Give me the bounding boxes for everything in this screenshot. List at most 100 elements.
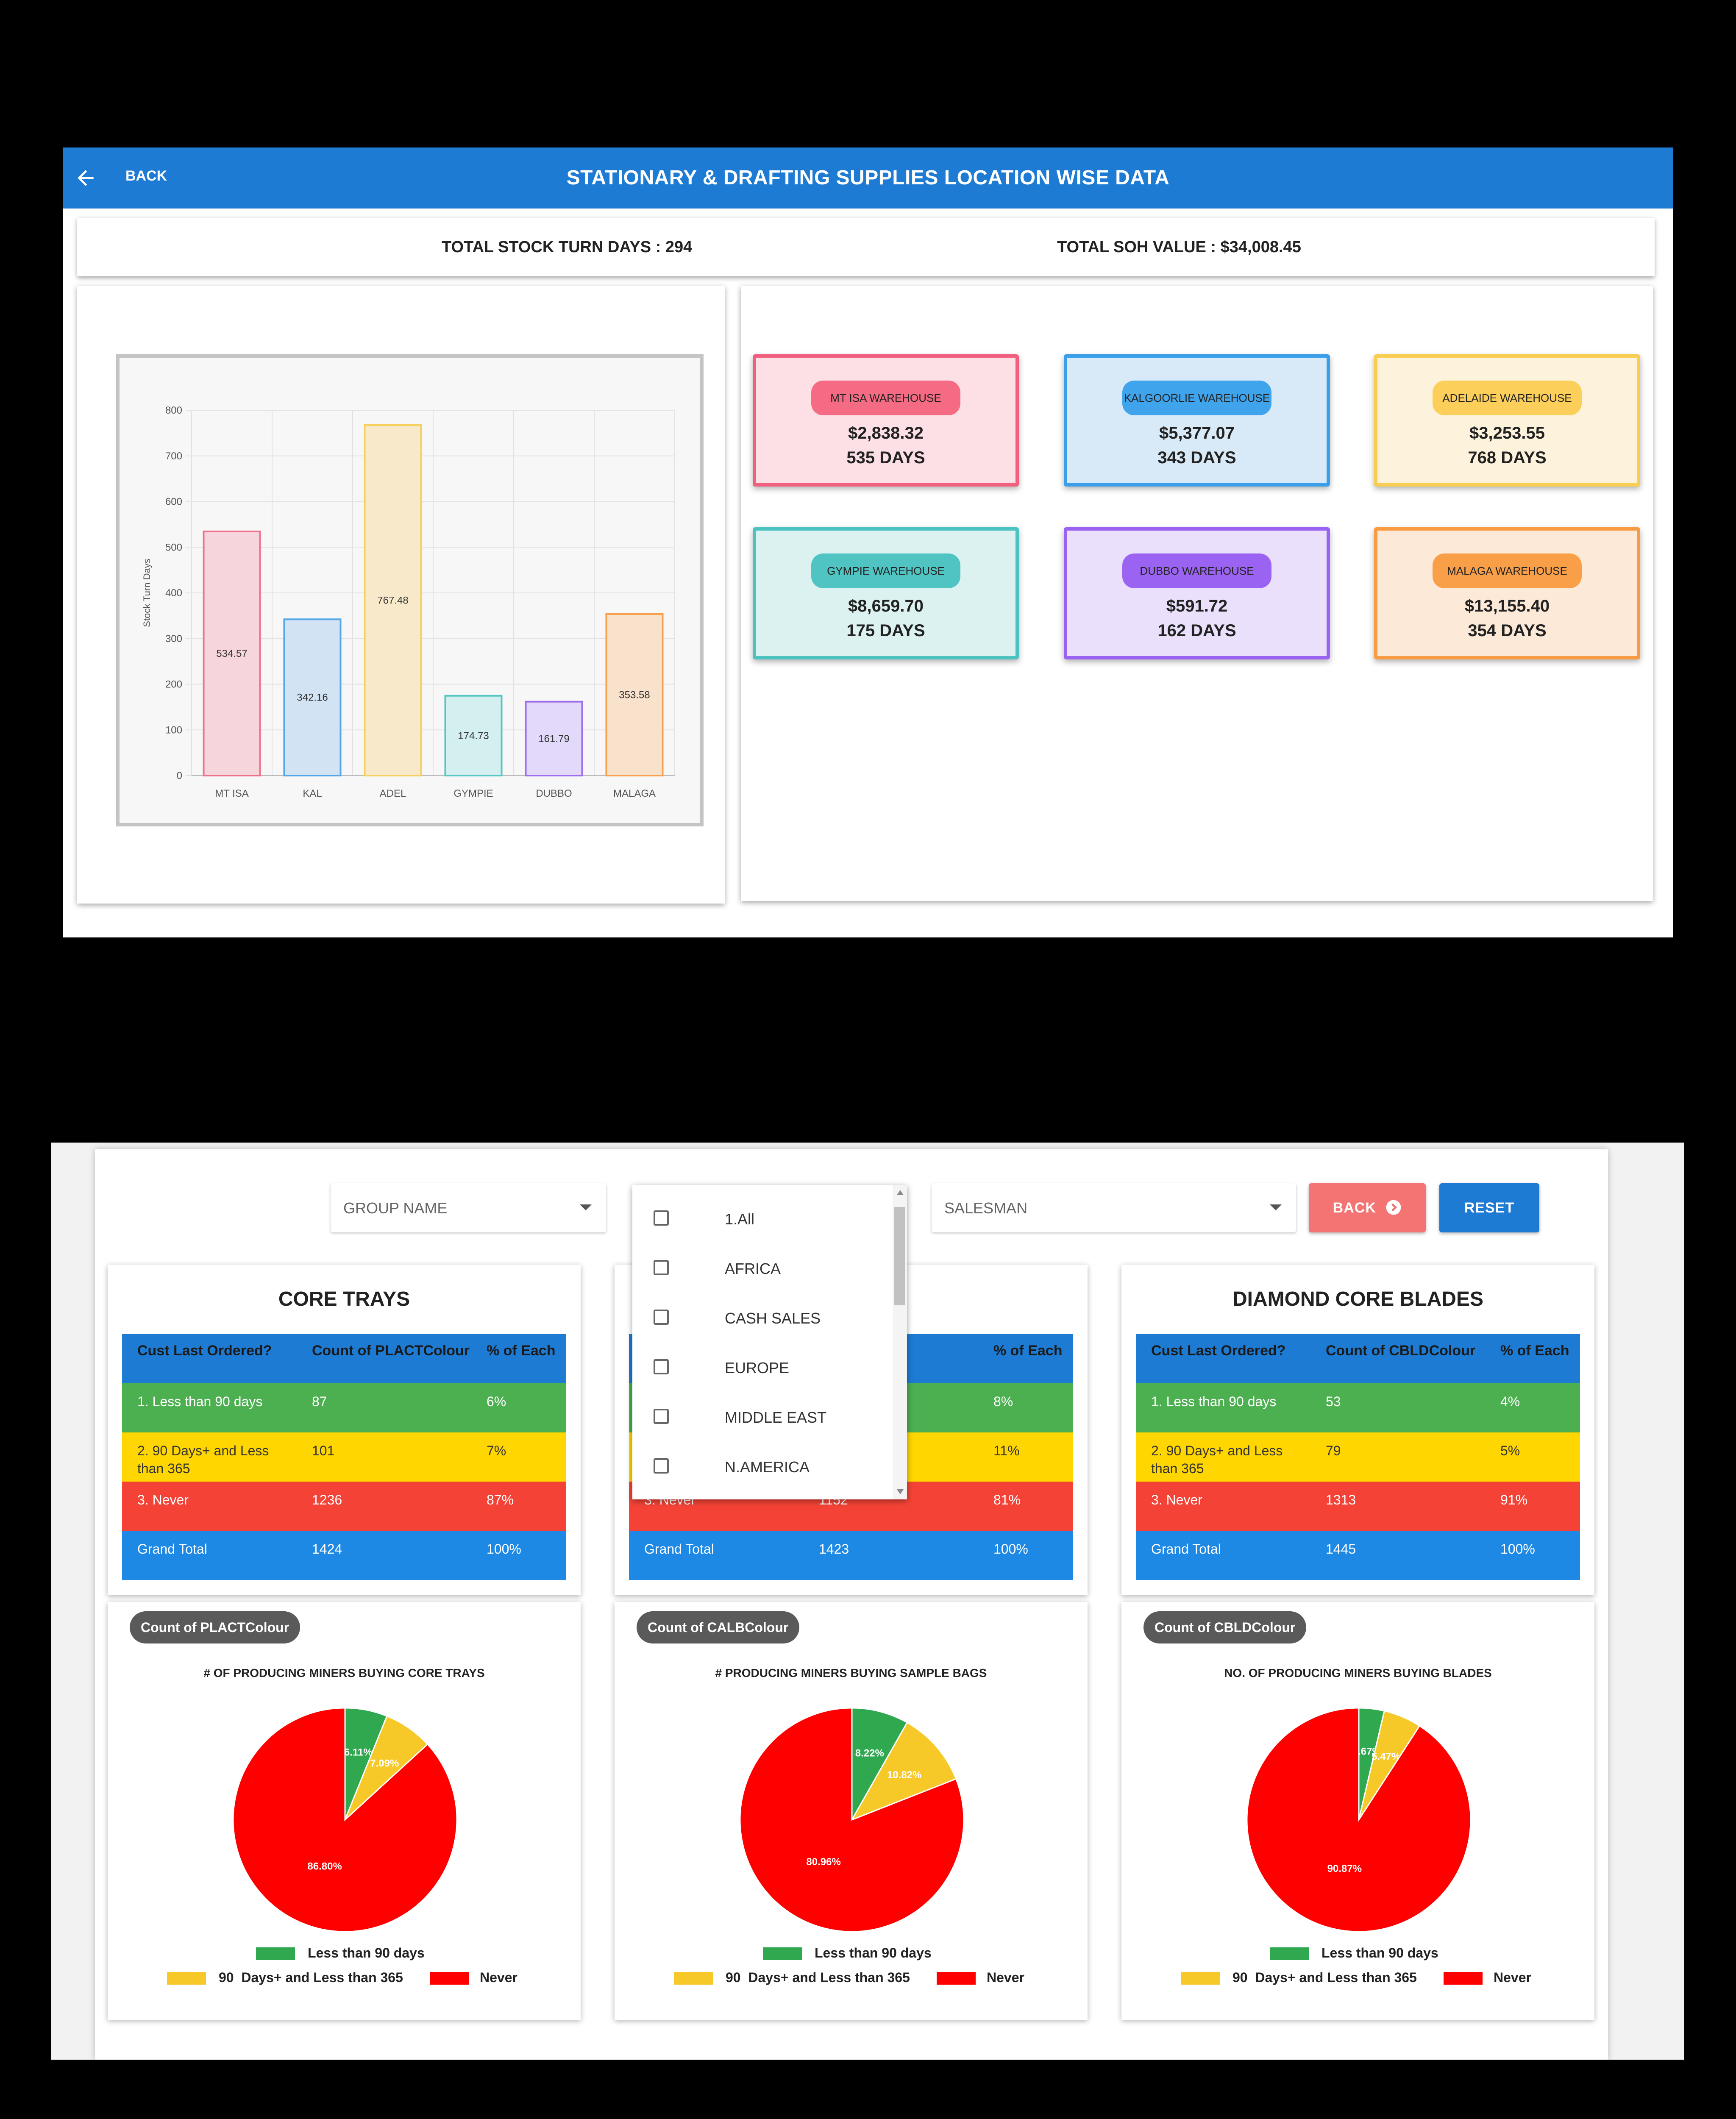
card-title: DIAMOND CORE BLADES <box>1232 1288 1483 1310</box>
legend-swatch <box>674 1972 713 1985</box>
checkbox[interactable] <box>654 1310 669 1325</box>
table-cell: 3. Never <box>137 1492 189 1507</box>
pie-slice[interactable] <box>344 1715 428 1821</box>
warehouse-amount: $5,377.07 <box>1159 424 1235 442</box>
bar-value-label: 534.57 <box>216 648 247 659</box>
y-tick-label: 600 <box>165 496 182 508</box>
x-tick-label: GYMPIE <box>453 788 493 799</box>
bar-value-label: 161.79 <box>538 733 569 745</box>
bar-value-label: 353.58 <box>619 690 650 701</box>
bar-malaga[interactable] <box>605 613 664 777</box>
legend-label: 90 Days+ and Less than 365 <box>726 1970 910 1985</box>
table-cell: 6% <box>487 1394 506 1409</box>
count-badge: Count of CBLDColour <box>1143 1611 1307 1643</box>
table-cell: 2. 90 Days+ and Less than 365 <box>1151 1443 1283 1476</box>
checkbox[interactable] <box>654 1210 669 1226</box>
legend-swatch <box>937 1972 976 1985</box>
bar-value-label: 767.48 <box>377 595 408 606</box>
warehouse-days: 162 DAYS <box>1157 621 1236 640</box>
location-wise-screen: BACK STATIONARY & DRAFTING SUPPLIES LOCA… <box>63 147 1673 937</box>
scrollbar-thumb[interactable] <box>894 1207 905 1305</box>
table-cell: Grand Total <box>1151 1541 1221 1557</box>
table-row: 2. 90 Days+ and Less than 365 101 7% <box>122 1432 566 1482</box>
y-tick-label: 100 <box>165 724 182 736</box>
pie-chart-card: Count of CBLDColour NO. OF PRODUCING MINE… <box>1121 1602 1594 2020</box>
table-cell: 81% <box>993 1492 1021 1507</box>
back-arrow-icon[interactable] <box>74 166 97 190</box>
warehouse-card[interactable]: MALAGA WAREHOUSE $13,155.40 354 DAYS <box>1374 527 1640 659</box>
pie-slice[interactable] <box>851 1707 908 1822</box>
legend-swatch <box>430 1972 469 1985</box>
warehouse-amount: $2,838.32 <box>848 424 924 442</box>
pie-slice-label: 10.82% <box>887 1769 921 1781</box>
y-axis-title: Stock Turn Days <box>142 559 152 627</box>
app-bar: BACK STATIONARY & DRAFTING SUPPLIES LOCA… <box>63 147 1673 209</box>
pie-slice[interactable] <box>850 1721 957 1821</box>
region-dropdown-menu[interactable]: 1.All AFRICA CASH SALES EUROPE MIDDLE EAST N.… <box>632 1185 907 1499</box>
pie-slice-label: 86.80% <box>307 1861 342 1872</box>
table-cell: 91% <box>1500 1492 1528 1507</box>
warehouse-card[interactable]: DUBBO WAREHOUSE $591.72 162 DAYS <box>1064 527 1330 659</box>
pie-title: # PRODUCING MINERS BUYING SAMPLE BAGS <box>715 1666 987 1680</box>
salesman-select[interactable]: SALESMAN <box>932 1183 1296 1232</box>
table-cell: 100% <box>487 1541 521 1557</box>
checkbox[interactable] <box>654 1260 669 1275</box>
warehouse-card[interactable]: ADELAIDE WAREHOUSE $3,253.55 768 DAYS <box>1374 354 1640 487</box>
warehouse-name-pill: DUBBO WAREHOUSE <box>1122 553 1271 588</box>
back-link[interactable]: BACK <box>125 168 167 184</box>
table-cell: 11% <box>993 1443 1020 1458</box>
pie-slice[interactable] <box>739 1707 965 1933</box>
bar-kal[interactable] <box>283 618 342 776</box>
back-button-label: BACK <box>1333 1200 1376 1216</box>
table-cell: 1423 <box>819 1541 849 1557</box>
x-tick-label: ADEL <box>380 788 406 799</box>
y-tick-label: 800 <box>165 405 182 416</box>
chevron-down-icon <box>1270 1204 1282 1210</box>
checkbox[interactable] <box>654 1359 669 1374</box>
back-button[interactable]: BACK <box>1309 1183 1426 1232</box>
dropdown-option[interactable]: EUROPE <box>654 1356 891 1381</box>
warehouse-amount: $3,253.55 <box>1469 424 1545 442</box>
pie-slice[interactable] <box>232 1707 458 1933</box>
warehouse-card[interactable]: GYMPIE WAREHOUSE $8,659.70 175 DAYS <box>753 527 1019 659</box>
table-row: 3. Never 1313 91% <box>1136 1482 1580 1531</box>
dropdown-option[interactable]: CASH SALES <box>654 1306 891 1332</box>
legend-label: Less than 90 days <box>815 1945 932 1960</box>
bar-mt-isa[interactable] <box>203 531 261 776</box>
dropdown-scrollbar[interactable] <box>893 1185 907 1499</box>
scroll-up-icon[interactable] <box>897 1190 904 1195</box>
bar-dubbo[interactable] <box>525 701 583 776</box>
warehouse-panel: MT ISA WAREHOUSE $2,838.32 535 DAYS KALGOOR… <box>741 286 1653 901</box>
pie-chart: 3.67%5.47%90.87% <box>1246 1707 1472 1933</box>
warehouse-card[interactable]: KALGOORLIE WAREHOUSE $5,377.07 343 DAYS <box>1064 354 1330 487</box>
dashboard-page: GROUP NAME SALESMAN BACK RESET CORE TRAY… <box>95 1149 1608 2060</box>
table-row: 3. Never 1236 87% <box>122 1482 566 1531</box>
option-label: CASH SALES <box>725 1310 821 1327</box>
scroll-down-icon[interactable] <box>897 1489 904 1494</box>
pie-slice-label: 90.87% <box>1327 1863 1362 1874</box>
bar-gympie[interactable] <box>444 695 503 777</box>
legend-label: 90 Days+ and Less than 365 <box>1232 1970 1417 1985</box>
column-header: Count of CBLDColour <box>1326 1343 1476 1359</box>
dropdown-option[interactable]: MIDDLE EAST <box>654 1405 891 1431</box>
table-cell: 1. Less than 90 days <box>137 1394 263 1409</box>
warehouse-name-pill: ADELAIDE WAREHOUSE <box>1433 381 1582 415</box>
option-label: MIDDLE EAST <box>725 1409 827 1426</box>
dropdown-option[interactable]: AFRICA <box>654 1257 891 1282</box>
column-header: Count of PLACTColour <box>312 1343 470 1359</box>
dropdown-option[interactable]: N.AMERICA <box>654 1455 891 1480</box>
checkbox[interactable] <box>654 1409 669 1424</box>
table-cell: 2. 90 Days+ and Less than 365 <box>137 1443 269 1476</box>
y-tick-label: 400 <box>165 587 182 599</box>
warehouse-card[interactable]: MT ISA WAREHOUSE $2,838.32 535 DAYS <box>753 354 1019 487</box>
pie-slice[interactable] <box>1246 1707 1472 1933</box>
pie-chart: 8.22%10.82% 80.96% <box>739 1707 965 1933</box>
bar-adel[interactable] <box>364 424 422 777</box>
checkbox[interactable] <box>654 1458 669 1474</box>
stock-turn-days-bar-chart: 0 100 200 300 400 500 600 700 800 534.57 MT ISA 342… <box>142 405 675 799</box>
reset-button[interactable]: RESET <box>1439 1183 1539 1232</box>
table-row: 1. Less than 90 days 53 4% <box>1136 1383 1580 1432</box>
group-name-select[interactable]: GROUP NAME <box>331 1183 606 1232</box>
dropdown-option[interactable]: 1.All <box>654 1207 891 1232</box>
option-label: N.AMERICA <box>725 1458 810 1476</box>
